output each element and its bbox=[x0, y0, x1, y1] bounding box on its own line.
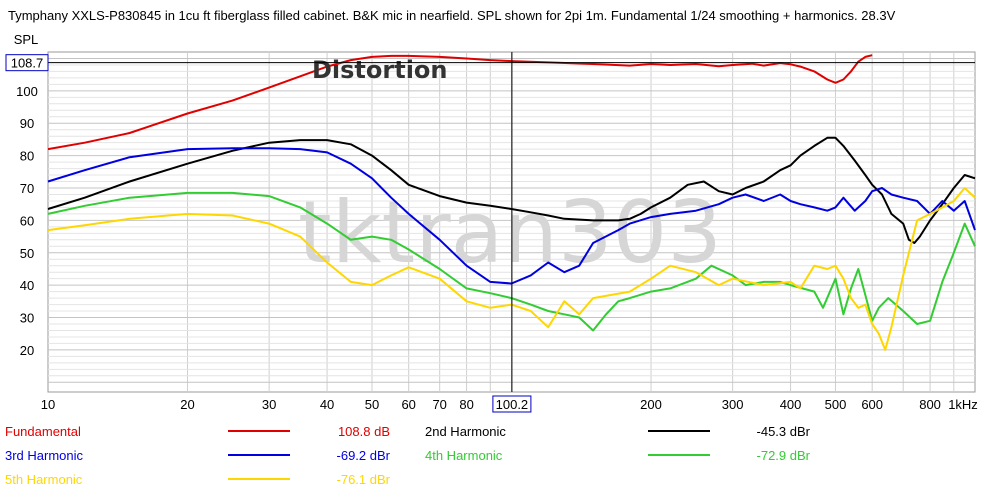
y-tick-label: 20 bbox=[20, 343, 34, 358]
x-tick-label: 30 bbox=[262, 397, 276, 412]
x-tick-label: 200 bbox=[640, 397, 662, 412]
x-tick-label: 300 bbox=[722, 397, 744, 412]
x-tick-label: 500 bbox=[825, 397, 847, 412]
x-tick-label: 60 bbox=[401, 397, 415, 412]
series-line-fundamental bbox=[47, 54, 873, 151]
legend: Fundamental 108.8 dB 2nd Harmonic -45.3 dBr… bbox=[5, 424, 811, 487]
x-tick-label: 800 bbox=[919, 397, 941, 412]
y-tick-label: 60 bbox=[20, 213, 34, 228]
x-tick-label: 10 bbox=[41, 397, 55, 412]
y-axis-label: SPL bbox=[14, 32, 39, 47]
legend-name-fundamental: Fundamental bbox=[5, 424, 81, 439]
x-tick-label: 1kHz bbox=[948, 397, 978, 412]
legend-value-fundamental: 108.8 dB bbox=[338, 424, 390, 439]
x-tick-label: 20 bbox=[180, 397, 194, 412]
legend-name-2nd-harmonic: 2nd Harmonic bbox=[425, 424, 506, 439]
cursor-x-box bbox=[492, 395, 532, 413]
y-tick-labels: 20 30 40 50 60 70 80 90 100 bbox=[16, 84, 38, 358]
legend-name-5th-harmonic: 5th Harmonic bbox=[5, 472, 83, 487]
x-tick-labels: 10 20 30 40 50 60 70 80 200 300 400 500 600 800 1kHz bbox=[41, 397, 978, 412]
cursor-y-label: 108.7 bbox=[11, 56, 44, 71]
y-tick-label: 100 bbox=[16, 84, 38, 99]
cursor-x-label: 100.2 bbox=[496, 397, 529, 412]
legend-value-4th-harmonic: -72.9 dBr bbox=[757, 448, 811, 463]
legend-name-3rd-harmonic: 3rd Harmonic bbox=[5, 448, 84, 463]
legend-value-3rd-harmonic: -69.2 dBr bbox=[337, 448, 391, 463]
y-tick-label: 40 bbox=[20, 278, 34, 293]
y-tick-label: 30 bbox=[20, 311, 34, 326]
x-tick-label: 40 bbox=[320, 397, 334, 412]
x-tick-label: 70 bbox=[432, 397, 446, 412]
series-line-2nd-harmonic bbox=[47, 136, 976, 244]
x-tick-label: 80 bbox=[459, 397, 473, 412]
legend-value-5th-harmonic: -76.1 dBr bbox=[337, 472, 391, 487]
x-tick-label: 600 bbox=[861, 397, 883, 412]
cursor[interactable]: 108.7 100.2 bbox=[5, 52, 975, 413]
series-lines bbox=[47, 54, 976, 351]
y-tick-label: 80 bbox=[20, 149, 34, 164]
cursor-y-box bbox=[5, 54, 49, 72]
series-line-3rd-harmonic bbox=[47, 147, 976, 285]
x-tick-label: 400 bbox=[780, 397, 802, 412]
y-tick-label: 70 bbox=[20, 181, 34, 196]
series-line-4th-harmonic bbox=[47, 191, 976, 332]
distortion-annotation: Distortion bbox=[312, 56, 448, 84]
legend-name-4th-harmonic: 4th Harmonic bbox=[425, 448, 503, 463]
x-tick-label: 50 bbox=[365, 397, 379, 412]
y-tick-label: 90 bbox=[20, 116, 34, 131]
chart-title: Tymphany XXLS-P830845 in 1cu ft fibergla… bbox=[8, 8, 896, 23]
series-line-5th-harmonic bbox=[47, 187, 976, 351]
y-tick-label: 50 bbox=[20, 246, 34, 261]
watermark: tktran303 bbox=[298, 183, 722, 283]
legend-value-2nd-harmonic: -45.3 dBr bbox=[757, 424, 811, 439]
